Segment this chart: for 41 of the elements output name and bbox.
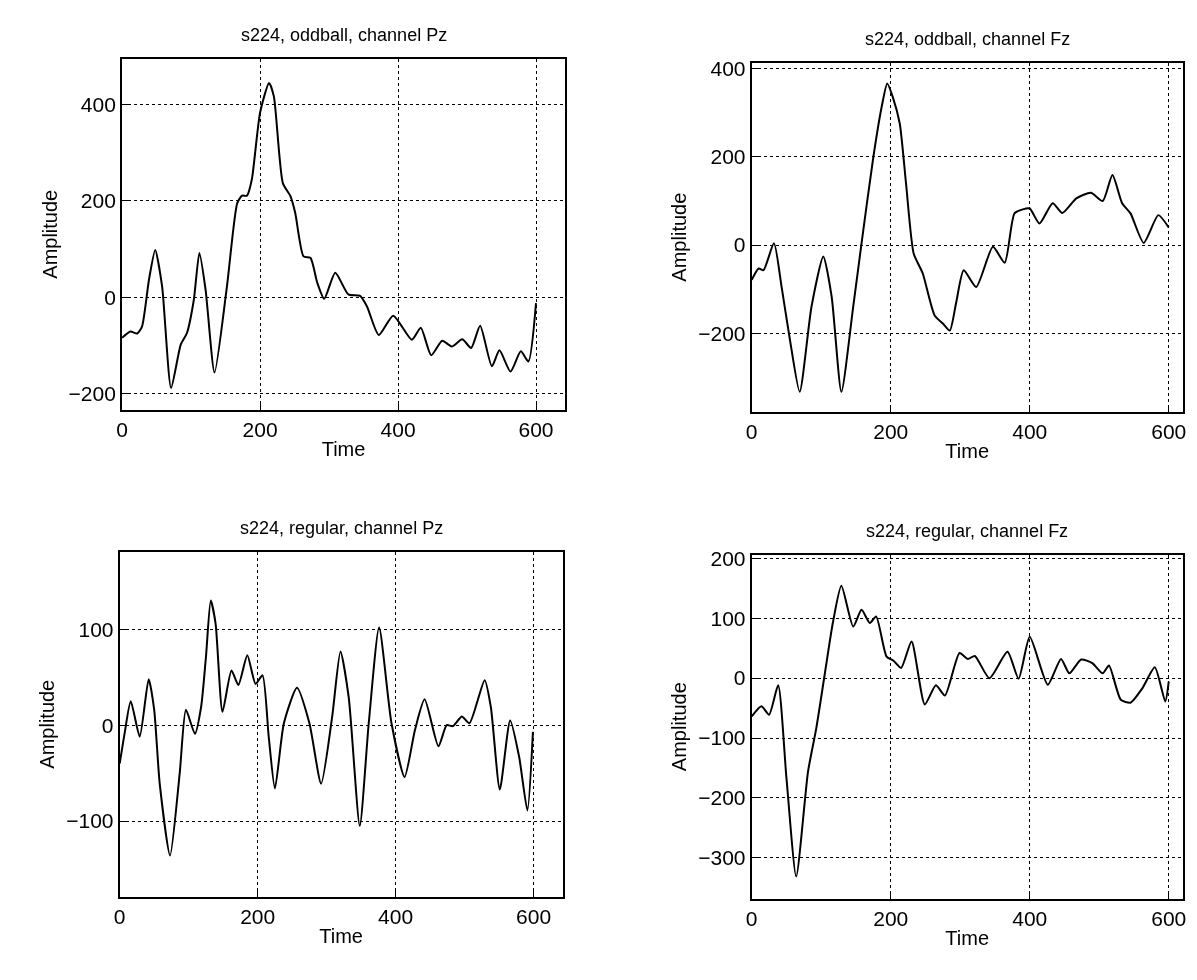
x-tick-label: 200: [242, 417, 278, 441]
y-tick-label: −200: [698, 321, 746, 345]
y-tick-label: 100: [710, 606, 746, 630]
x-axis-title: Time: [321, 437, 366, 460]
x-tick-label: 400: [1012, 906, 1048, 930]
y-tick-label: 0: [101, 713, 114, 737]
y-tick-label: −100: [698, 726, 746, 750]
y-tick-label: 200: [710, 546, 746, 570]
y-tick-label: 0: [733, 666, 746, 690]
x-tick-label: 400: [380, 417, 416, 441]
y-tick-label: 100: [78, 617, 114, 641]
x-tick-label: 600: [1151, 906, 1187, 930]
y-axis-title: Amplitude: [38, 189, 61, 279]
y-tick-label: 0: [104, 285, 116, 309]
x-axis-title: Time: [945, 439, 990, 462]
x-axis-title: Time: [945, 926, 990, 949]
y-axis-title: Amplitude: [668, 682, 691, 772]
y-tick-label: 0: [733, 233, 746, 257]
y-tick-label: 400: [710, 57, 746, 81]
y-tick-label: 200: [710, 145, 746, 169]
y-tick-label: −200: [698, 786, 746, 810]
y-tick-label: −300: [698, 846, 746, 870]
y-tick-label: −200: [68, 382, 116, 406]
y-tick-label: 200: [80, 189, 116, 213]
y-axis-title: Amplitude: [668, 192, 691, 282]
y-tick-label: 400: [80, 92, 116, 116]
x-tick-label: 200: [873, 906, 909, 930]
x-tick-label: 600: [1151, 419, 1187, 443]
x-tick-label: 200: [240, 904, 276, 928]
chart-title: s224, oddball, channel Pz: [241, 25, 448, 45]
x-tick-label: 400: [1012, 419, 1048, 443]
chart-title: s224, oddball, channel Fz: [865, 29, 1071, 49]
x-tick-label: 600: [518, 417, 554, 441]
x-axis-title: Time: [319, 924, 363, 947]
y-tick-label: −100: [66, 809, 114, 833]
chart-title: s224, regular, channel Pz: [240, 518, 444, 538]
y-axis-title: Amplitude: [36, 679, 59, 769]
x-tick-label: 600: [516, 904, 552, 928]
x-tick-label: 400: [378, 904, 414, 928]
chart-title: s224, regular, channel Fz: [866, 521, 1069, 541]
x-tick-label: 200: [873, 419, 909, 443]
